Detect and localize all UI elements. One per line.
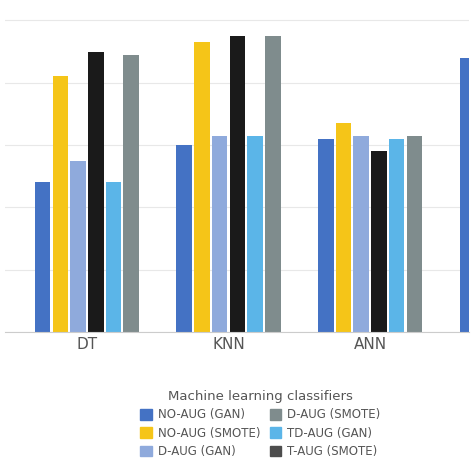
- Bar: [123, 55, 139, 332]
- Bar: [35, 182, 50, 332]
- Bar: [212, 136, 228, 332]
- Bar: [336, 123, 351, 332]
- Bar: [70, 161, 86, 332]
- Bar: [229, 36, 245, 332]
- Bar: [371, 151, 387, 332]
- Bar: [176, 145, 192, 332]
- Bar: [247, 136, 263, 332]
- Bar: [194, 42, 210, 332]
- Legend: NO-AUG (GAN), NO-AUG (SMOTE), D-AUG (GAN), D-AUG (SMOTE), TD-AUG (GAN), T-AUG (S: NO-AUG (GAN), NO-AUG (SMOTE), D-AUG (GAN…: [135, 385, 385, 463]
- Bar: [460, 58, 474, 332]
- Bar: [407, 136, 422, 332]
- Bar: [53, 76, 68, 332]
- Bar: [389, 139, 404, 332]
- Bar: [318, 139, 334, 332]
- Bar: [265, 36, 281, 332]
- Bar: [88, 52, 103, 332]
- Bar: [354, 136, 369, 332]
- Bar: [106, 182, 121, 332]
